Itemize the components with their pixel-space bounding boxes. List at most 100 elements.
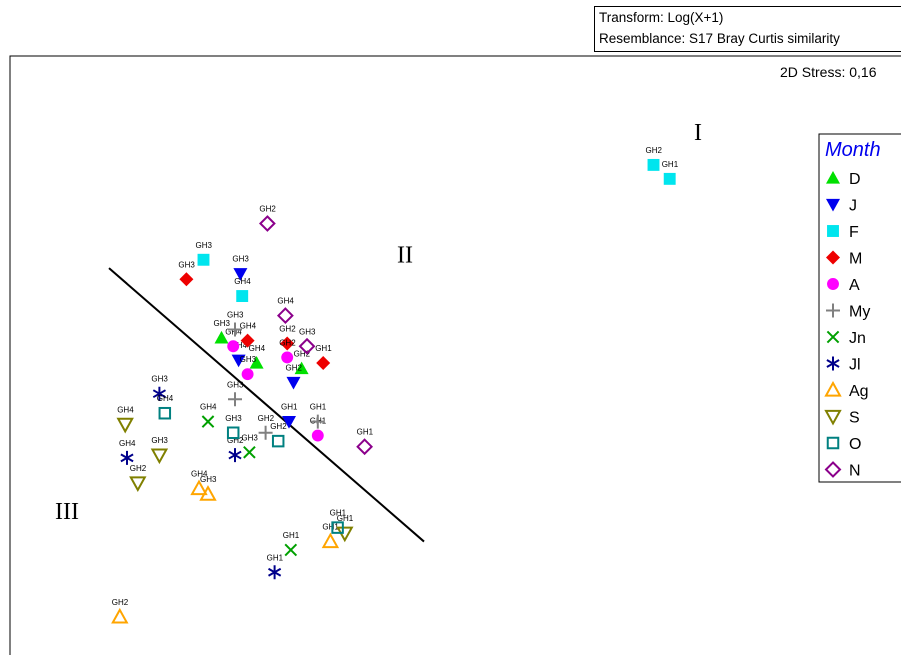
point-label: GH1 xyxy=(322,523,339,532)
series-f: GH2 GH1 GH3 GH4 xyxy=(196,146,679,302)
legend-marker-j xyxy=(826,198,840,212)
point-label: GH4 xyxy=(240,322,257,331)
data-point-d xyxy=(249,356,264,369)
data-point-my xyxy=(228,322,242,337)
legend-marker-ag xyxy=(824,380,842,397)
data-point-f xyxy=(197,253,210,266)
header-box: Transform: Log(X+1) Resemblance: S17 Bra… xyxy=(594,6,901,52)
data-point-n xyxy=(276,307,294,324)
legend-marker-o xyxy=(826,436,840,450)
point-label: GH1 xyxy=(330,509,347,518)
point-label: GH2 xyxy=(259,205,276,214)
point-label: GH4 xyxy=(191,470,208,479)
point-label: GH3 xyxy=(299,327,316,336)
data-point-o xyxy=(158,406,172,420)
point-label: GH3 xyxy=(241,433,258,442)
point-label: GH1 xyxy=(315,344,332,353)
data-point-n xyxy=(258,215,276,232)
legend-marker-my xyxy=(826,303,840,318)
legend-label-ag: Ag xyxy=(849,383,869,400)
point-label: GH2 xyxy=(294,350,311,359)
series-n: GH2 GH4 GH3 GH1 xyxy=(258,205,374,456)
data-point-f xyxy=(236,290,249,302)
point-label: GH2 xyxy=(112,598,129,607)
point-label: GH4 xyxy=(249,344,266,353)
data-point-m xyxy=(240,333,255,348)
stress-label: 2D Stress: 0,16 xyxy=(780,64,877,80)
point-label: GH2 xyxy=(286,364,303,373)
point-label: GH2 xyxy=(279,338,296,347)
data-point-j xyxy=(286,376,301,390)
legend-label-m: M xyxy=(849,251,862,268)
data-point-my xyxy=(228,392,242,407)
legend-label-o: O xyxy=(849,436,861,453)
data-point-s xyxy=(336,526,354,543)
point-label: GH4 xyxy=(157,394,174,403)
legend-title: Month xyxy=(825,139,881,161)
data-point-n xyxy=(298,337,316,355)
data-point-ag xyxy=(111,607,129,624)
point-label: GH3 xyxy=(196,241,213,250)
data-point-a xyxy=(281,351,294,364)
point-label: GH4 xyxy=(119,439,136,448)
point-label: GH3 xyxy=(214,319,231,328)
plot-frame xyxy=(9,55,901,655)
legend-marker-f xyxy=(827,225,839,237)
point-label: GH1 xyxy=(310,403,327,412)
data-point-jl xyxy=(120,450,134,465)
legend-label-my: My xyxy=(849,304,870,321)
data-point-o xyxy=(331,521,344,534)
point-label: GH4 xyxy=(200,403,217,412)
data-point-f xyxy=(663,172,676,185)
point-label: GH4 xyxy=(234,277,251,286)
point-label: GH2 xyxy=(270,422,287,431)
data-point-m xyxy=(316,356,331,370)
point-label: GH3 xyxy=(200,475,217,484)
data-point-jn xyxy=(201,415,215,428)
point-label: GH2 xyxy=(227,436,244,445)
point-label: GH3 xyxy=(151,436,168,445)
data-point-ag xyxy=(190,479,208,496)
point-label: GH3 xyxy=(225,414,242,423)
legend-marker-a xyxy=(827,278,839,290)
data-point-m xyxy=(179,272,194,287)
point-label: GH2 xyxy=(279,324,296,333)
data-point-j xyxy=(282,415,296,429)
data-point-my xyxy=(310,414,325,429)
data-point-m xyxy=(280,336,295,351)
point-label: GH1 xyxy=(357,428,374,437)
legend-label-jn: Jn xyxy=(849,330,866,347)
point-label: GH1 xyxy=(281,403,298,412)
legend-marker-s xyxy=(824,409,842,426)
data-point-jl xyxy=(152,386,166,401)
data-point-a xyxy=(241,368,254,381)
legend-marker-jn xyxy=(826,330,840,344)
legend-marker-m xyxy=(826,250,840,265)
data-point-s xyxy=(150,448,169,465)
point-label: GH3 xyxy=(232,255,249,264)
data-point-s xyxy=(116,417,134,434)
data-point-ag xyxy=(199,485,217,501)
data-point-jn xyxy=(243,445,256,459)
data-point-jl xyxy=(268,565,282,580)
point-label: GH1 xyxy=(267,553,284,562)
point-label: GH1 xyxy=(337,514,354,523)
data-point-d xyxy=(214,330,229,344)
divider-line xyxy=(108,267,425,543)
point-label: GH3 xyxy=(178,260,195,269)
legend-label-a: A xyxy=(849,277,860,294)
data-point-s xyxy=(129,476,147,493)
data-point-o xyxy=(271,434,285,448)
point-label: GH3 xyxy=(227,380,244,389)
point-label: GH1 xyxy=(283,531,300,540)
data-point-d xyxy=(294,361,309,375)
data-point-my xyxy=(258,425,273,440)
point-label: GH4 xyxy=(225,327,242,336)
